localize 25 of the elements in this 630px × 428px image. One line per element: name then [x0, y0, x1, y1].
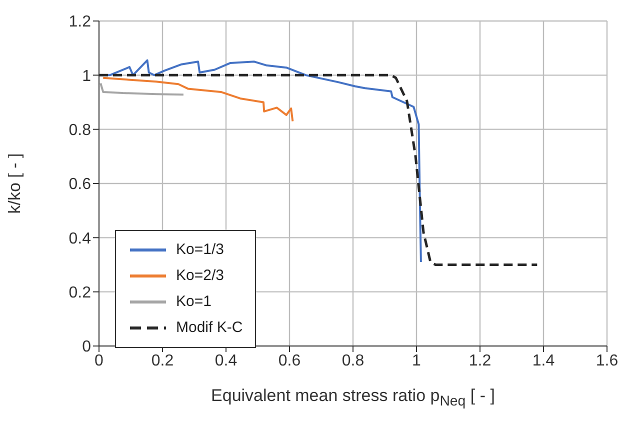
line-series: [102, 76, 294, 122]
y-tick-label: 0.6: [68, 176, 92, 194]
legend-label: Ko=1/3: [176, 240, 224, 260]
y-tick-label: 1: [82, 68, 92, 85]
legend-label: Modif K-C: [176, 318, 243, 338]
y-tick-label: 0: [82, 338, 92, 356]
x-tick-label: 0.2: [151, 352, 174, 370]
y-tick-label: 0.8: [68, 122, 92, 140]
x-tick-label: 1: [412, 352, 422, 370]
line-series: [100, 82, 184, 96]
x-tick-label: 1.6: [596, 352, 618, 370]
legend-label: Ko=2/3: [176, 266, 224, 286]
y-tick-label: 0.2: [68, 284, 92, 302]
x-tick-label: 0.6: [278, 352, 301, 370]
x-tick-label: 1.4: [532, 352, 555, 370]
x-tick-label: 0: [94, 352, 104, 370]
legend-label: Ko=1: [176, 292, 212, 312]
x-tick-label: 1.2: [468, 352, 492, 370]
x-axis-title: Equivalent mean stress ratio p$_{Neq}$ [ - ]: [210, 386, 496, 410]
x-tick-label: 0.8: [342, 352, 364, 370]
y-tick-label: 0.4: [68, 230, 92, 248]
y-tick-label: 1.2: [68, 14, 92, 31]
x-tick-label: 0.4: [214, 352, 238, 370]
line-series: [99, 74, 538, 266]
y-axis-title: k/ko [ - ]: [5, 153, 24, 214]
